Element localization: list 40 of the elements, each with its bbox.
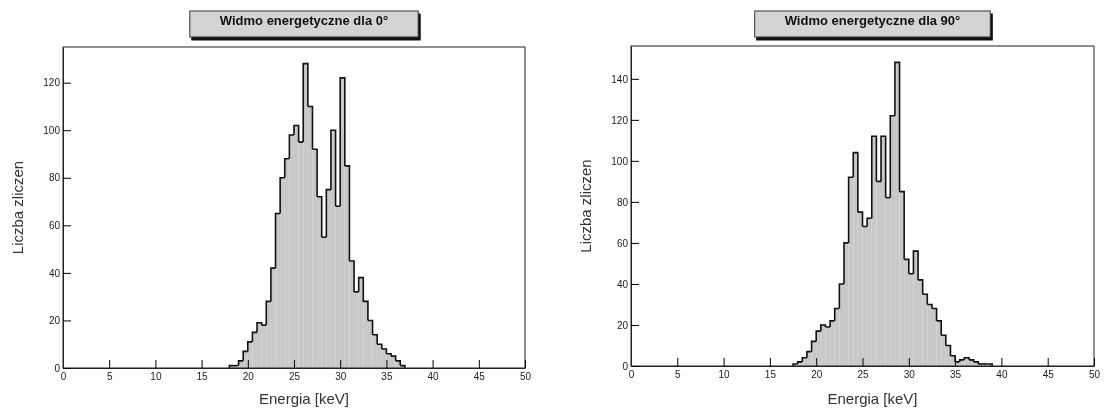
x-tick-label: 20 <box>242 371 255 383</box>
y-tick-label: 20 <box>616 319 629 331</box>
x-tick-label: 25 <box>857 369 869 381</box>
x-tick-label: 50 <box>1088 369 1101 381</box>
x-tick-label: 5 <box>675 369 682 381</box>
x-axis-title: Energia [keV] <box>827 390 918 407</box>
y-axis-title: Liczba zliczen <box>577 159 594 253</box>
y-tick-label: 120 <box>611 114 629 126</box>
x-tick-label: 40 <box>427 371 440 383</box>
x-tick-label: 40 <box>996 369 1008 381</box>
y-tick-label: 80 <box>48 172 61 184</box>
x-tick-label: 35 <box>381 371 393 383</box>
x-tick-label: 10 <box>718 369 731 381</box>
x-tick-label: 10 <box>150 371 162 383</box>
y-tick-label: 0 <box>622 360 629 372</box>
x-tick-label: 45 <box>473 371 486 383</box>
chart-title: Widmo energetyczne dla 90° <box>784 13 961 28</box>
y-tick-label: 140 <box>611 73 629 85</box>
x-tick-label: 50 <box>519 371 532 383</box>
x-tick-label: 25 <box>288 371 301 383</box>
x-tick-label: 35 <box>950 369 962 381</box>
chart-title: Widmo energetyczne dla 0° <box>219 13 389 28</box>
y-tick-label: 120 <box>43 77 61 89</box>
x-axis-title: Energia [keV] <box>258 390 350 407</box>
y-axis-title: Liczba zliczen <box>9 160 26 255</box>
y-tick-label: 100 <box>43 124 61 136</box>
x-tick-label: 15 <box>196 371 209 383</box>
x-tick-label: 45 <box>1042 369 1055 381</box>
x-tick-label: 5 <box>106 371 113 383</box>
x-tick-label: 15 <box>764 369 777 381</box>
x-tick-label: 20 <box>811 369 823 381</box>
y-tick-label: 80 <box>616 196 629 208</box>
y-tick-label: 60 <box>616 237 629 249</box>
x-tick-label: 30 <box>903 369 916 381</box>
y-tick-label: 60 <box>48 220 61 232</box>
x-tick-label: 30 <box>335 371 347 383</box>
y-tick-label: 20 <box>48 315 61 327</box>
y-tick-label: 40 <box>48 267 61 279</box>
y-tick-label: 40 <box>616 278 629 290</box>
y-tick-label: 100 <box>611 155 629 167</box>
